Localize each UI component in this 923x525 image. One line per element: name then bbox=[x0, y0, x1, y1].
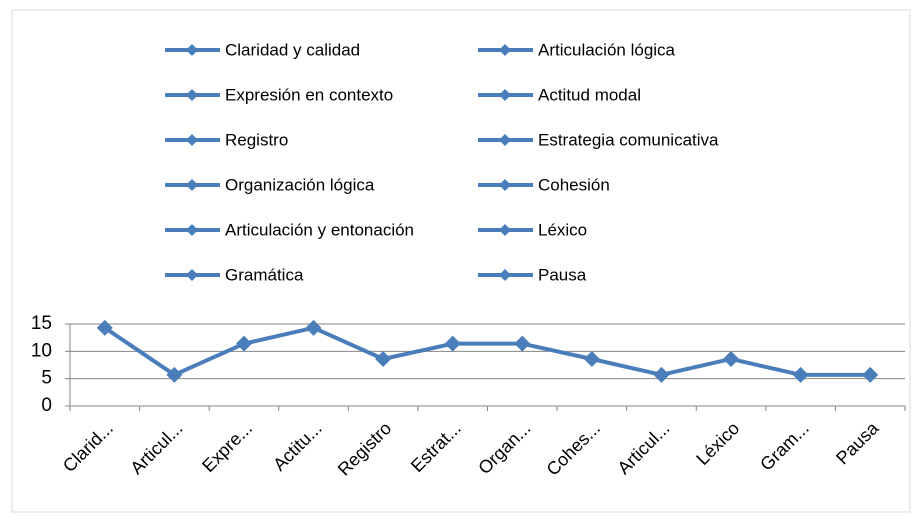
y-tick-label: 15 bbox=[31, 313, 52, 334]
legend-label: Organización lógica bbox=[225, 175, 375, 194]
legend-label: Claridad y calidad bbox=[225, 40, 360, 59]
y-tick-label: 5 bbox=[41, 368, 52, 389]
legend-marker bbox=[499, 134, 511, 146]
legend-marker bbox=[499, 89, 511, 101]
legend-marker bbox=[186, 224, 198, 236]
legend-marker bbox=[499, 179, 511, 191]
legend-marker bbox=[186, 179, 198, 191]
data-marker bbox=[305, 319, 322, 336]
legend-marker bbox=[499, 224, 511, 236]
data-marker bbox=[723, 350, 740, 367]
legend-label: Cohesión bbox=[538, 175, 610, 194]
legend-label: Gramática bbox=[225, 265, 304, 284]
legend-marker bbox=[186, 269, 198, 281]
legend-label: Estrategia comunicativa bbox=[538, 130, 719, 149]
data-marker bbox=[792, 366, 809, 383]
data-marker bbox=[862, 366, 879, 383]
data-marker bbox=[583, 350, 600, 367]
legend-label: Expresión en contexto bbox=[225, 85, 393, 104]
chart-border bbox=[11, 9, 911, 513]
legend-label: Registro bbox=[225, 130, 288, 149]
legend-marker bbox=[186, 134, 198, 146]
legend-label: Actitud modal bbox=[538, 85, 641, 104]
legend-marker bbox=[499, 269, 511, 281]
legend-marker bbox=[499, 44, 511, 56]
data-line bbox=[103, 325, 871, 377]
y-tick-label: 0 bbox=[41, 395, 52, 416]
y-tick-label: 10 bbox=[31, 340, 52, 361]
legend-label: Léxico bbox=[538, 220, 587, 239]
legend-label: Articulación y entonación bbox=[225, 220, 414, 239]
data-marker bbox=[653, 366, 670, 383]
legend-label: Articulación lógica bbox=[538, 40, 676, 59]
data-marker bbox=[166, 366, 183, 383]
data-marker bbox=[375, 350, 392, 367]
data-marker bbox=[235, 335, 252, 352]
legend-marker bbox=[186, 44, 198, 56]
legend-marker bbox=[186, 89, 198, 101]
data-marker bbox=[444, 335, 461, 352]
data-marker bbox=[96, 319, 113, 336]
legend-label: Pausa bbox=[538, 265, 587, 284]
data-marker bbox=[514, 335, 531, 352]
